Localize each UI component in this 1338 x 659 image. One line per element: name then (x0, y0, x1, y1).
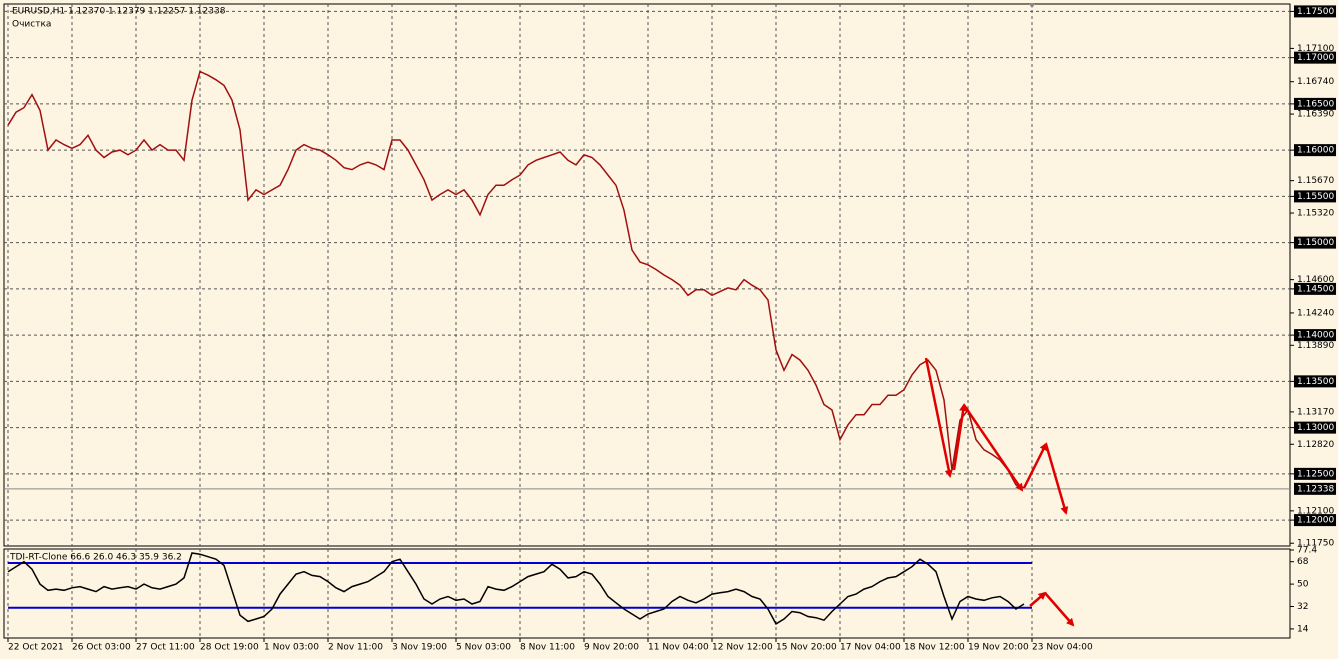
x-tick-label: 18 Nov 12:00 (904, 643, 965, 653)
x-tick-label: 8 Nov 11:00 (520, 643, 575, 653)
y-tick-label: 1.13500 (1297, 377, 1334, 387)
y-tick-label: 1.15500 (1297, 192, 1334, 202)
y-tick-label: 14 (1297, 624, 1309, 634)
y-tick-label: 32 (1297, 602, 1308, 612)
y-tick-label: 1.15320 (1297, 209, 1334, 219)
series-line (7, 552, 1025, 625)
y-tick-label: 1.12000 (1297, 516, 1334, 526)
y-tick-label: 1.17100 (1297, 44, 1334, 54)
y-tick-label: 1.14600 (1297, 275, 1334, 285)
y-tick-label: 1.13000 (1297, 423, 1334, 433)
y-tick-label: 77.4 (1297, 545, 1317, 555)
shift-marker (1028, 3, 1036, 8)
y-tick-box (1294, 236, 1336, 249)
y-tick-label: 1.16500 (1297, 99, 1334, 109)
y-tick-box (1294, 514, 1336, 527)
y-tick-box (1294, 375, 1336, 388)
series-line (7, 70, 1025, 489)
y-tick-label: 1.12820 (1297, 440, 1334, 450)
y-tick-label: 1.16390 (1297, 110, 1334, 120)
y-tick-box (1294, 144, 1336, 157)
arrow (962, 404, 1024, 492)
y-tick-label: 1.17000 (1297, 53, 1334, 63)
chart-title: EURUSD,H1 1.12370 1.12379 1.12257 1.1233… (12, 7, 226, 17)
y-tick-box (1294, 51, 1336, 64)
y-tick-label: 1.14240 (1297, 308, 1334, 318)
arrow (952, 403, 968, 471)
x-tick-label: 23 Nov 04:00 (1032, 643, 1093, 653)
x-tick-label: 28 Oct 19:00 (200, 643, 259, 653)
y-tick-label: 1.14500 (1297, 284, 1334, 294)
x-tick-label: 11 Nov 04:00 (648, 643, 709, 653)
x-tick-label: 26 Oct 03:00 (72, 643, 131, 653)
y-tick-label: 68 (1297, 557, 1309, 567)
y-tick-label: 1.12100 (1297, 506, 1334, 516)
y-tick-box (1294, 421, 1336, 434)
indicator-title: TDI-RT-Clone 66.6 26.0 46.3 35.9 36.2 (9, 553, 182, 563)
last-price-label: 1.12338 (1297, 484, 1334, 494)
x-tick-label: 27 Oct 11:00 (136, 643, 195, 653)
x-tick-label: 17 Nov 04:00 (840, 643, 901, 653)
y-tick-label: 1.13170 (1297, 407, 1334, 417)
y-tick-box (1294, 282, 1336, 295)
arrow (1029, 591, 1047, 607)
x-tick-label: 22 Oct 2021 (8, 643, 64, 653)
x-tick-label: 12 Nov 12:00 (712, 643, 773, 653)
y-tick-label: 1.16000 (1297, 146, 1334, 156)
y-tick-label: 1.15000 (1297, 238, 1334, 248)
x-tick-label: 15 Nov 20:00 (776, 643, 837, 653)
annotation-arrows (924, 357, 1075, 627)
y-tick-label: 1.15670 (1297, 176, 1334, 186)
last-price-box (1294, 482, 1336, 495)
y-tick-label: 1.12500 (1297, 469, 1334, 479)
x-tick-label: 5 Nov 03:00 (456, 643, 511, 653)
arrow (1022, 442, 1048, 489)
indicator-panel (3, 548, 1291, 639)
x-tick-label: 2 Nov 11:00 (328, 643, 383, 653)
y-tick-label: 50 (1297, 580, 1309, 590)
x-tick-label: 3 Nov 19:00 (392, 643, 447, 653)
x-tick-label: 1 Nov 03:00 (264, 643, 319, 653)
arrow (1044, 443, 1069, 515)
x-tick-label: 19 Nov 20:00 (968, 643, 1029, 653)
y-tick-box (1294, 97, 1336, 110)
x-tick-label: 9 Nov 20:00 (584, 643, 639, 653)
y-tick-label: 1.11750 (1297, 539, 1334, 549)
arrow (1044, 592, 1075, 627)
arrow (924, 357, 953, 478)
y-tick-label: 1.16740 (1297, 77, 1334, 87)
y-tick-label: 1.14000 (1297, 331, 1334, 341)
plot-layer: 22 Oct 2021 26 Oct 03:00 27 Oct 11:00 28 Oc… (4, 4, 1336, 653)
y-tick-box (1294, 190, 1336, 203)
y-tick-label: 1.13890 (1297, 341, 1334, 351)
y-tick-box (1294, 5, 1336, 18)
price-panel (3, 3, 1291, 547)
y-tick-label: 1.17500 (1297, 7, 1334, 17)
y-tick-box (1294, 329, 1336, 342)
chart-subtitle: Очистка (12, 20, 51, 30)
y-tick-box (1294, 467, 1336, 480)
